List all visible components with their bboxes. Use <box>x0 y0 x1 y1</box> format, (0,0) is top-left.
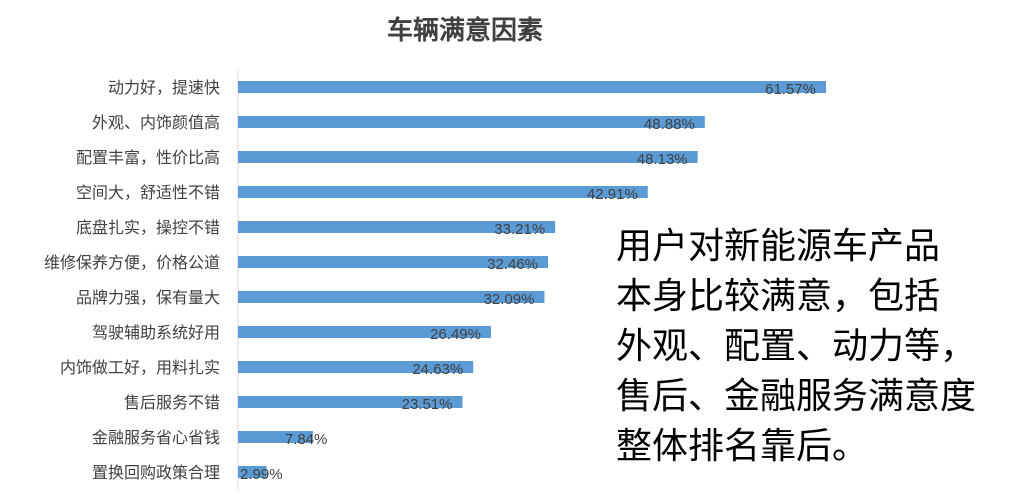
category-label: 金融服务省心省钱 <box>92 428 220 447</box>
bar <box>238 221 556 233</box>
bar <box>238 81 826 93</box>
data-label: 48.13% <box>637 151 688 168</box>
bar <box>238 466 267 478</box>
bar <box>238 361 474 373</box>
category-label: 品牌力强，保有量大 <box>76 288 220 307</box>
data-label: 32.09% <box>484 291 535 308</box>
bar <box>238 151 698 163</box>
category-label: 动力好，提速快 <box>108 78 220 97</box>
bar <box>238 396 463 408</box>
data-label: 7.84% <box>285 431 328 448</box>
bar <box>238 291 545 303</box>
category-label: 内饰做工好，用料扎实 <box>60 358 220 377</box>
annotation-line: 本身比较满意，包括 <box>616 276 941 317</box>
category-label: 底盘扎实，操控不错 <box>76 218 220 237</box>
data-label: 2.99% <box>240 466 283 483</box>
annotation-text: 用户对新能源车产品 本身比较满意，包括 外观、配置、动力等， 售后、金融服务满意… <box>616 222 1016 472</box>
category-label: 空间大，舒适性不错 <box>76 183 220 202</box>
data-label: 32.46% <box>487 256 538 273</box>
annotation-line: 售后、金融服务满意度 <box>616 376 977 417</box>
data-label: 26.49% <box>430 326 481 343</box>
bar <box>238 431 313 443</box>
data-label: 48.88% <box>644 116 695 133</box>
chart-title: 车辆满意因素 <box>386 16 543 46</box>
data-label: 24.63% <box>412 361 463 378</box>
bar <box>238 256 548 268</box>
category-label: 外观、内饰颜值高 <box>92 113 220 132</box>
data-label: 23.51% <box>402 396 453 413</box>
bar <box>238 186 648 198</box>
category-label: 置换回购政策合理 <box>92 463 220 482</box>
bar <box>238 116 705 128</box>
category-label: 维修保养方便，价格公道 <box>44 253 220 272</box>
data-label: 42.91% <box>587 186 638 203</box>
annotation-line: 整体排名靠后。 <box>616 426 869 467</box>
category-label: 驾驶辅助系统好用 <box>92 323 220 342</box>
category-label: 售后服务不错 <box>124 393 220 412</box>
data-label: 33.21% <box>494 221 545 238</box>
category-label: 配置丰富，性价比高 <box>76 148 220 167</box>
bar <box>238 326 491 338</box>
data-label: 61.57% <box>765 81 816 98</box>
annotation-line: 用户对新能源车产品 <box>616 226 941 267</box>
annotation-line: 外观、配置、动力等， <box>616 326 977 367</box>
